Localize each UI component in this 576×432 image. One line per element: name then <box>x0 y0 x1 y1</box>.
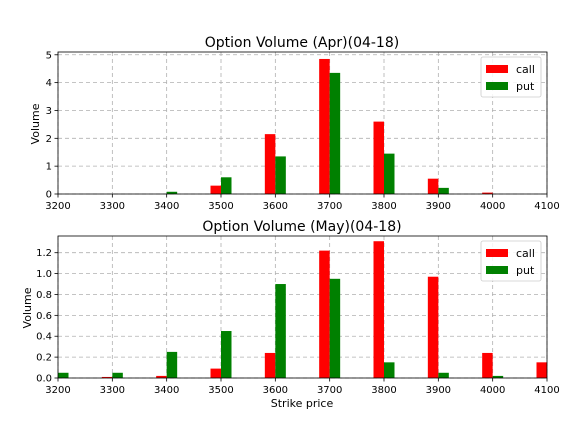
may-bar-put <box>492 375 504 378</box>
apr-x-tick-label: 4100 <box>534 201 559 212</box>
may-x-tick-label: 3500 <box>208 385 233 396</box>
apr-bar-put <box>166 191 178 194</box>
may-bar-put <box>166 351 178 378</box>
may-bar-put <box>329 278 341 378</box>
chart-may-xlabel: Strike price <box>271 397 334 410</box>
may-bar-put <box>58 372 69 378</box>
apr-legend-label-put: put <box>516 80 535 93</box>
may-bar-put <box>275 284 286 378</box>
apr-x-tick-label: 3700 <box>317 201 342 212</box>
apr-bar-put <box>275 156 286 194</box>
apr-x-tick-label: 3900 <box>426 201 451 212</box>
chart-apr-ylabel: Volume <box>29 103 42 144</box>
apr-x-tick-label: 3300 <box>100 201 125 212</box>
apr-y-tick-label: 1 <box>46 162 52 173</box>
chart-may-plot: 3200 3300 3400 3500 3600 3700 3800 3900 4000 4100… <box>36 235 560 396</box>
may-legend-swatch-call <box>486 249 508 257</box>
chart-may: Option Volume (May)(04-18) Volume Strike… <box>21 219 560 410</box>
may-y-tick-label: 1.0 <box>36 269 52 280</box>
may-bar-put <box>384 362 395 378</box>
may-bar-call <box>427 276 439 378</box>
may-legend-label-put: put <box>516 264 535 277</box>
may-y-tick-label: 0.4 <box>36 332 52 343</box>
chart-apr-title: Option Volume (Apr)(04-18) <box>205 35 399 51</box>
apr-bar-put <box>221 177 232 194</box>
apr-bar-call <box>427 178 439 194</box>
may-legend-label-call: call <box>516 247 535 260</box>
may-x-tick-label: 3200 <box>45 385 70 396</box>
may-plot-frame <box>57 235 548 379</box>
may-x-tick-label: 3400 <box>154 385 179 396</box>
apr-x-tick-label: 3800 <box>371 201 396 212</box>
chart-may-title: Option Volume (May)(04-18) <box>202 219 401 235</box>
apr-x-tick-label: 3500 <box>208 201 233 212</box>
chart-may-ylabel: Volume <box>21 287 34 328</box>
may-bar-call <box>101 376 113 378</box>
may-x-tick-label: 3600 <box>263 385 288 396</box>
may-y-tick-label: 0.2 <box>36 353 52 364</box>
chart-apr: Option Volume (Apr)(04-18) Volume 3200 33… <box>29 35 560 212</box>
may-x-tick-label: 4100 <box>534 385 559 396</box>
may-x-tick-label: 3300 <box>100 385 125 396</box>
apr-bar-put <box>438 187 449 194</box>
apr-bar-call <box>264 134 276 194</box>
may-y-tick-label: 1.2 <box>36 248 52 259</box>
apr-y-tick-label: 4 <box>46 78 52 89</box>
apr-bar-put <box>384 153 395 194</box>
may-bar-call <box>319 250 330 378</box>
apr-y-tick-label: 3 <box>46 106 52 117</box>
may-bar-put <box>112 372 123 378</box>
apr-bar-put <box>329 72 341 194</box>
apr-plot-frame <box>57 51 548 195</box>
apr-legend-swatch-call <box>486 65 508 73</box>
may-x-tick-label: 3800 <box>371 385 396 396</box>
apr-x-tick-label: 3200 <box>45 201 70 212</box>
may-bar-call <box>482 352 493 378</box>
may-bar-call <box>156 375 167 378</box>
apr-legend-label-call: call <box>516 63 535 76</box>
may-y-tick-label: 0.6 <box>36 311 52 322</box>
may-bar-put <box>438 372 449 378</box>
apr-bar-call <box>373 121 384 194</box>
may-bar-put <box>221 331 232 378</box>
apr-bar-call <box>482 192 493 194</box>
apr-x-tick-label: 4000 <box>480 201 505 212</box>
chart-apr-plot: 3200 3300 3400 3500 3600 3700 3800 3900 4000 4100… <box>45 50 559 212</box>
may-x-tick-label: 3700 <box>317 385 342 396</box>
apr-x-tick-label: 3400 <box>154 201 179 212</box>
apr-legend-swatch-put <box>486 82 508 90</box>
may-bar-call <box>536 362 547 378</box>
may-bar-call <box>210 368 221 378</box>
apr-y-tick-label: 2 <box>46 134 52 145</box>
may-legend-swatch-put <box>486 266 508 274</box>
may-x-tick-label: 4000 <box>480 385 505 396</box>
may-bar-call <box>264 352 276 378</box>
apr-bar-call <box>319 58 330 194</box>
may-y-tick-label: 0.8 <box>36 290 52 301</box>
apr-y-tick-label: 0 <box>46 190 52 201</box>
may-y-tick-label: 0.0 <box>36 374 52 385</box>
apr-y-tick-label: 5 <box>46 50 52 61</box>
may-bar-call <box>373 241 384 378</box>
may-x-tick-label: 3900 <box>426 385 451 396</box>
apr-x-tick-label: 3600 <box>263 201 288 212</box>
apr-bar-call <box>210 185 221 194</box>
